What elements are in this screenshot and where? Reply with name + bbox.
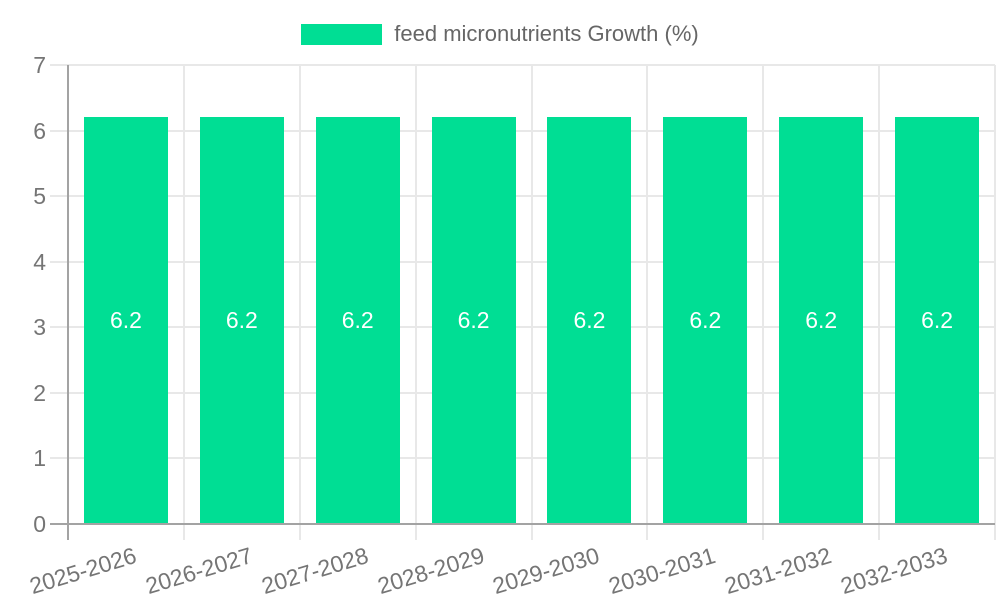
x-axis-tick-label: 2032-2033 <box>837 542 951 600</box>
bar-value-label: 6.2 <box>921 307 954 334</box>
v-gridline <box>414 65 417 540</box>
y-axis-line <box>67 65 69 540</box>
bar-value-label: 6.2 <box>225 307 258 334</box>
x-axis-tick-label: 2030-2031 <box>605 542 719 600</box>
chart-legend: feed micronutrients Growth (%) <box>0 18 1000 50</box>
v-gridline <box>762 65 765 540</box>
v-gridline <box>182 65 185 540</box>
bar[interactable]: 6.2 <box>663 117 748 524</box>
v-gridline <box>878 65 881 540</box>
x-axis-tick-label: 2026-2027 <box>142 542 256 600</box>
bar[interactable]: 6.2 <box>83 117 168 524</box>
bar-value-label: 6.2 <box>689 307 722 334</box>
v-gridline <box>530 65 533 540</box>
x-axis-tick-label: 2028-2029 <box>374 542 487 600</box>
y-axis-tick-label: 2 <box>33 379 46 406</box>
bar[interactable]: 6.2 <box>779 117 864 524</box>
bar[interactable]: 6.2 <box>315 117 400 524</box>
bar-value-label: 6.2 <box>109 307 142 334</box>
y-axis-tick-label: 4 <box>33 248 46 275</box>
x-axis-line <box>50 523 995 525</box>
x-axis-tick-label: 2027-2028 <box>258 542 371 600</box>
y-axis-tick-label: 7 <box>33 52 46 78</box>
bar[interactable]: 6.2 <box>547 117 632 524</box>
bar[interactable]: 6.2 <box>199 117 284 524</box>
h-gridline <box>50 195 995 198</box>
h-gridline <box>50 457 995 460</box>
h-gridline <box>50 129 995 132</box>
v-gridline <box>994 65 996 540</box>
bar[interactable]: 6.2 <box>895 117 980 524</box>
legend-item[interactable]: feed micronutrients Growth (%) <box>301 21 699 47</box>
bar-value-label: 6.2 <box>805 307 838 334</box>
bar[interactable]: 6.2 <box>431 117 516 524</box>
bar-value-label: 6.2 <box>573 307 606 334</box>
legend-label: feed micronutrients Growth (%) <box>394 21 699 46</box>
v-gridline <box>298 65 301 540</box>
h-gridline <box>50 64 995 66</box>
y-axis-tick-label: 0 <box>33 511 46 537</box>
bar-value-label: 6.2 <box>341 307 374 334</box>
x-axis-tick-label: 2025-2026 <box>26 542 140 600</box>
v-gridline <box>646 65 649 540</box>
h-gridline <box>50 391 995 394</box>
y-axis-tick-label: 3 <box>33 314 46 341</box>
x-axis-tick-label: 2031-2032 <box>721 542 835 600</box>
y-axis-tick-label: 1 <box>33 445 46 472</box>
y-axis-tick-label: 5 <box>33 183 46 210</box>
y-axis-tick-label: 6 <box>33 117 46 144</box>
x-axis-tick-label: 2029-2030 <box>489 542 603 600</box>
h-gridline <box>50 260 995 263</box>
legend-swatch-icon <box>301 23 383 45</box>
bar-value-label: 6.2 <box>457 307 490 334</box>
h-gridline <box>50 326 995 329</box>
